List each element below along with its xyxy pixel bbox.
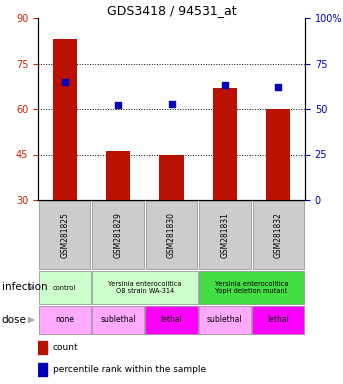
Bar [92, 306, 144, 334]
Text: GSM281830: GSM281830 [167, 212, 176, 258]
Text: none: none [55, 316, 74, 324]
Bar [145, 306, 198, 334]
Bar [146, 201, 197, 268]
Text: sublethal: sublethal [207, 316, 243, 324]
Text: dose: dose [2, 315, 27, 325]
Bar [199, 306, 251, 334]
Text: infection: infection [2, 283, 47, 293]
Text: sublethal: sublethal [100, 316, 136, 324]
Bar [159, 154, 184, 200]
Text: GSM281829: GSM281829 [114, 212, 122, 258]
Title: GDS3418 / 94531_at: GDS3418 / 94531_at [107, 4, 236, 17]
Bar [199, 201, 250, 268]
Text: Yersinia enterocolitica
O8 strain WA-314: Yersinia enterocolitica O8 strain WA-314 [108, 281, 181, 294]
Text: GSM281832: GSM281832 [274, 212, 283, 258]
Point [169, 101, 174, 107]
Text: lethal: lethal [267, 316, 289, 324]
Point [222, 82, 228, 88]
Point [62, 79, 68, 85]
Bar [252, 306, 305, 334]
Text: lethal: lethal [161, 316, 182, 324]
Bar [266, 109, 290, 200]
Text: percentile rank within the sample: percentile rank within the sample [53, 365, 206, 374]
Text: GSM281831: GSM281831 [221, 212, 229, 258]
Bar [38, 341, 47, 354]
Bar [38, 271, 91, 304]
Text: control: control [53, 285, 76, 291]
Text: GSM281825: GSM281825 [60, 212, 69, 258]
Point [115, 102, 121, 108]
Bar [199, 271, 305, 304]
Point [275, 84, 281, 90]
Bar [213, 88, 237, 200]
Bar [39, 201, 90, 268]
Bar [92, 271, 198, 304]
Bar [93, 201, 144, 268]
Bar [253, 201, 304, 268]
Bar [106, 151, 130, 200]
Bar [53, 39, 77, 200]
Bar [38, 363, 47, 376]
Text: count: count [53, 343, 78, 352]
Bar [38, 306, 91, 334]
Text: Yersinia enterocolitica
YopH deletion mutant: Yersinia enterocolitica YopH deletion mu… [215, 281, 288, 294]
